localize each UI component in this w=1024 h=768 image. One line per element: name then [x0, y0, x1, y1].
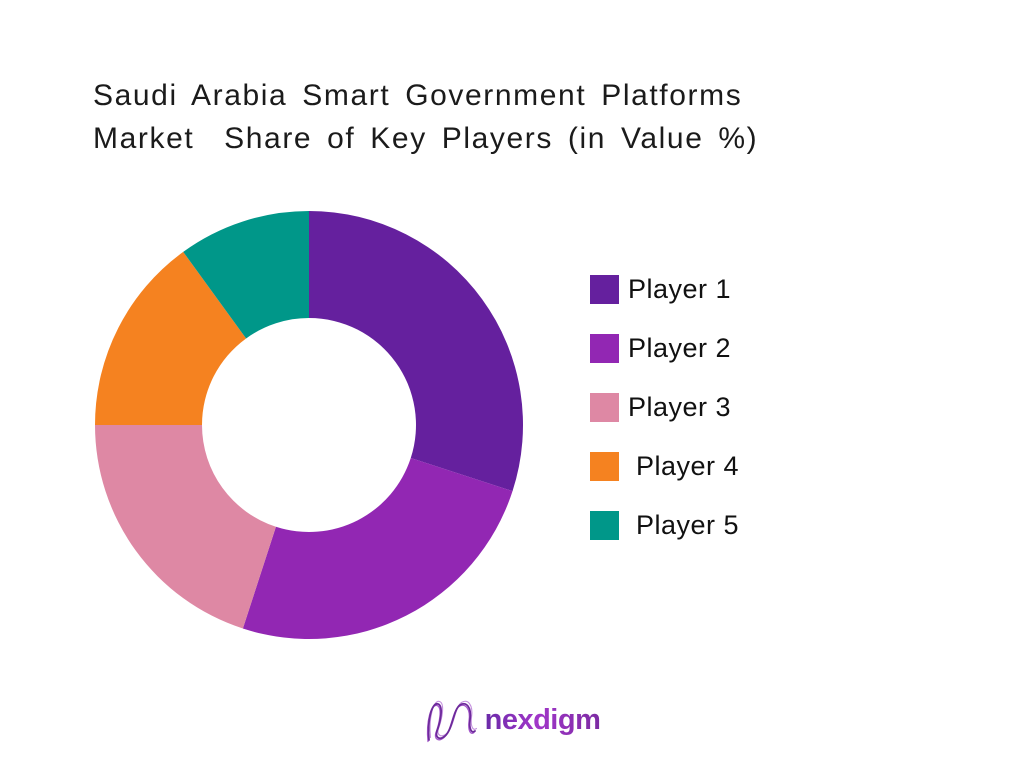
legend-label-player-2: Player 2 — [628, 333, 732, 363]
legend-label-player-5: Player 5 — [636, 510, 740, 540]
donut-chart — [94, 210, 524, 640]
legend-swatch-player-1 — [590, 275, 619, 304]
donut-slice-player-1 — [309, 211, 524, 492]
chart-legend: Player 1 Player 2 Player 3 Player 4 Play… — [590, 274, 740, 570]
nexdigm-logo-mark-icon — [426, 700, 477, 743]
chart-title: Saudi Arabia Smart Government Platforms … — [93, 74, 758, 160]
legend-label-player-4: Player 4 — [636, 451, 740, 481]
chart-title-line1: Saudi Arabia Smart Government Platforms — [93, 79, 743, 112]
legend-swatch-player-3 — [590, 393, 619, 422]
donut-slice-player-3 — [94, 425, 276, 629]
legend-item-player-3: Player 3 — [590, 392, 739, 422]
legend-swatch-player-5 — [590, 511, 619, 540]
legend-swatch-player-2 — [590, 334, 619, 363]
nexdigm-logo: nexdigm — [0, 696, 1024, 744]
donut-slice-player-5 — [183, 211, 309, 339]
legend-label-player-3: Player 3 — [628, 392, 732, 422]
chart-title-line2: Market Share of Key Players (in Value %) — [93, 122, 759, 155]
legend-label-player-1: Player 1 — [628, 274, 732, 304]
nexdigm-logo-text: nexdigm — [485, 697, 601, 743]
donut-chart-svg — [94, 211, 524, 640]
legend-item-player-5: Player 5 — [590, 510, 740, 540]
legend-item-player-2: Player 2 — [590, 333, 739, 363]
legend-item-player-4: Player 4 — [590, 451, 740, 481]
donut-slice-player-4 — [95, 251, 247, 425]
legend-item-player-1: Player 1 — [590, 274, 739, 304]
donut-slice-player-2 — [242, 458, 513, 640]
legend-swatch-player-4 — [590, 452, 619, 481]
